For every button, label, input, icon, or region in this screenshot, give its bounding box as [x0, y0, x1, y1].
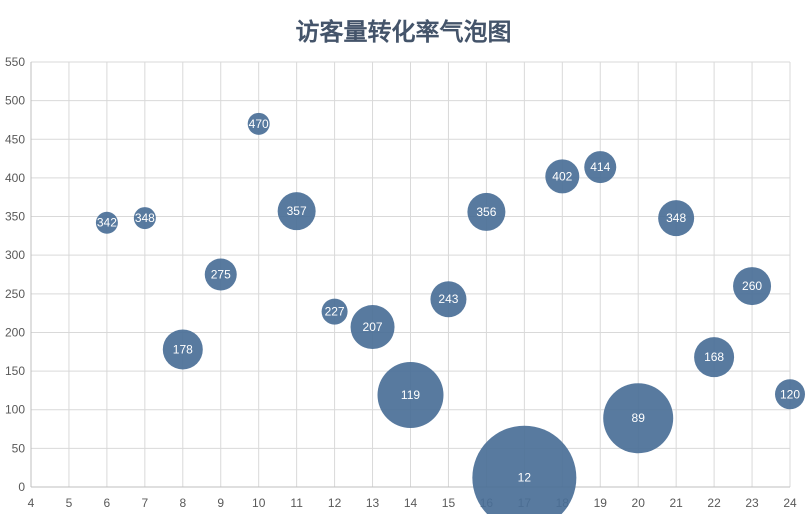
bubble-data-label: 260	[742, 279, 762, 293]
y-tick-label: 200	[5, 325, 25, 339]
x-tick-label: 21	[669, 496, 683, 510]
bubble	[430, 281, 467, 318]
bubble-data-label: 12	[518, 471, 532, 485]
bubble-data-label: 357	[287, 204, 307, 218]
y-tick-label: 500	[5, 94, 25, 108]
x-tick-label: 23	[745, 496, 759, 510]
x-tick-label: 8	[179, 496, 186, 510]
bubble	[472, 425, 577, 514]
bubble-data-label: 120	[780, 387, 800, 401]
bubble	[277, 192, 316, 231]
x-tick-label: 7	[142, 496, 149, 510]
x-tick-label: 4	[28, 496, 35, 510]
bubble	[162, 329, 203, 370]
bubble-data-label: 227	[325, 305, 345, 319]
bubble-data-label: 119	[401, 388, 420, 402]
x-tick-label: 11	[290, 496, 303, 510]
bubble-data-label: 243	[438, 292, 458, 306]
bubble	[694, 337, 735, 378]
y-tick-label: 50	[12, 441, 26, 455]
bubble	[775, 379, 805, 410]
bubble	[133, 207, 156, 230]
bubble	[350, 305, 395, 350]
bubble-data-label: 275	[211, 268, 231, 282]
y-tick-label: 100	[5, 403, 25, 417]
x-tick-label: 19	[594, 496, 608, 510]
bubble	[603, 383, 674, 454]
bubble-data-label: 89	[632, 411, 646, 425]
bubble-data-label: 470	[249, 117, 269, 131]
y-tick-label: 450	[5, 132, 25, 146]
bubble-data-label: 402	[552, 169, 572, 183]
x-tick-label: 13	[366, 496, 380, 510]
bubble-layer: 342 3481782754703572272071192433561240241…	[95, 112, 805, 514]
bubble	[204, 258, 237, 291]
bubble	[247, 112, 270, 135]
x-tick-label: 15	[442, 496, 456, 510]
bubble	[321, 298, 348, 325]
x-tick-label: 10	[252, 496, 266, 510]
bubble-data-label: 348	[666, 211, 686, 225]
bubble	[733, 267, 772, 306]
chart-title: 访客量转化率气泡图	[295, 18, 512, 46]
bubble	[545, 159, 580, 194]
x-tick-label: 22	[707, 496, 721, 510]
y-tick-label: 400	[5, 171, 25, 185]
bubble-data-label: 207	[363, 320, 383, 334]
bubble-data-label: 414	[590, 160, 610, 174]
y-tick-label: 550	[5, 55, 25, 69]
bubble	[377, 362, 444, 429]
x-tick-label: 14	[404, 496, 418, 510]
bubble-data-label: 168	[704, 350, 724, 364]
bubble-data-label: 356	[476, 205, 496, 219]
y-tick-label: 150	[5, 364, 25, 378]
x-tick-label: 12	[328, 496, 342, 510]
bubble	[467, 192, 506, 231]
grid-layer	[31, 61, 791, 487]
bubble	[95, 211, 118, 234]
x-tick-label: 6	[104, 496, 111, 510]
y-tick-label: 250	[5, 287, 25, 301]
y-tick-label: 0	[18, 480, 25, 494]
bubble	[658, 200, 695, 237]
bubble-data-label: 348	[135, 211, 155, 225]
bubble-data-label: 342	[97, 216, 117, 230]
bubble-data-label: 178	[173, 342, 193, 356]
x-tick-label: 24	[783, 496, 797, 510]
x-tick-label: 20	[632, 496, 646, 510]
x-tick-label: 5	[66, 496, 73, 510]
bubble	[584, 151, 617, 184]
y-tick-label: 300	[5, 248, 25, 262]
y-tick-label: 350	[5, 210, 25, 224]
x-tick-label: 9	[217, 496, 224, 510]
